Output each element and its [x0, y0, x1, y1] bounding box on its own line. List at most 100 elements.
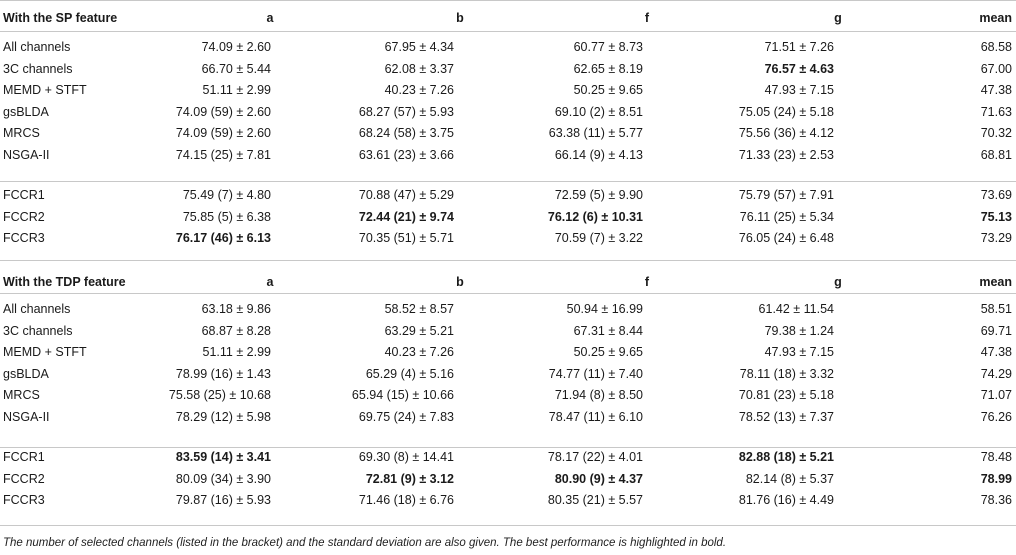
value-cell: 40.23 ± 7.26	[384, 83, 454, 98]
value-cell: 65.29 (4) ± 5.16	[365, 366, 454, 381]
mean-cell: 67.00	[980, 61, 1012, 76]
column-header: mean	[979, 275, 1012, 289]
value-cell: 80.35 (21) ± 5.57	[547, 493, 643, 508]
value-cell: 61.42 ± 11.54	[758, 302, 834, 316]
table-row: FCCR3 76.17 (46) ± 6.13 70.35 (51) ± 5.71 7…	[0, 227, 1016, 249]
table-rule	[0, 525, 1016, 526]
table-row: FCCR3 79.87 (16) ± 5.93 71.46 (18) ± 6.76 8…	[0, 489, 1016, 511]
value-cell: 70.59 (7) ± 3.22	[554, 231, 643, 246]
table-row: 3C channels 68.87 ± 8.28 63.29 ± 5.21 67.31…	[0, 320, 1016, 342]
table-footnote: The number of selected channels (listed …	[3, 537, 727, 549]
value-cell: 40.23 ± 7.26	[384, 345, 454, 360]
value-cell: 80.90 (9) ± 4.37	[554, 471, 643, 486]
value-cell: 66.14 (9) ± 4.13	[554, 148, 643, 162]
section-title: With the TDP feature	[3, 275, 126, 289]
table-rule	[0, 447, 1016, 448]
value-cell: 72.44 (21) ± 9.74	[358, 209, 454, 224]
value-cell: 76.17 (46) ± 6.13	[175, 231, 271, 246]
value-cell: 81.76 (16) ± 4.49	[738, 493, 834, 508]
value-cell: 75.56 (36) ± 4.12	[738, 126, 834, 141]
value-cell: 60.77 ± 8.73	[573, 40, 643, 54]
value-cell: 74.09 (59) ± 2.60	[175, 126, 271, 141]
table-row: All channels 63.18 ± 9.86 58.52 ± 8.57 50.9…	[0, 298, 1016, 320]
value-cell: 70.35 (51) ± 5.71	[358, 231, 454, 246]
value-cell: 63.38 (11) ± 5.77	[548, 126, 643, 141]
value-cell: 72.59 (5) ± 9.90	[554, 188, 643, 202]
value-cell: 70.88 (47) ± 5.29	[358, 188, 454, 202]
row-label: 3C channels	[3, 61, 73, 76]
column-header: f	[644, 11, 650, 25]
row-label: 3C channels	[3, 323, 73, 338]
table-row: 3C channels 66.70 ± 5.44 62.08 ± 3.37 62.65…	[0, 58, 1016, 80]
value-cell: 76.12 (6) ± 10.31	[547, 209, 643, 224]
row-label: FCCR2	[3, 471, 45, 486]
value-cell: 76.11 (25) ± 5.34	[739, 209, 834, 224]
value-cell: 75.49 (7) ± 4.80	[182, 188, 271, 202]
value-cell: 78.29 (12) ± 5.98	[175, 410, 271, 424]
mean-cell: 68.81	[980, 148, 1012, 162]
value-cell: 72.81 (9) ± 3.12	[365, 471, 454, 486]
row-label: FCCR2	[3, 209, 45, 224]
mean-cell: 58.51	[980, 302, 1012, 316]
table-row: MRCS 75.58 (25) ± 10.68 65.94 (15) ± 10.66…	[0, 384, 1016, 406]
row-label: FCCR1	[3, 450, 45, 464]
value-cell: 78.17 (22) ± 4.01	[547, 450, 643, 464]
mean-cell: 47.38	[980, 83, 1012, 98]
row-label: MRCS	[3, 388, 40, 403]
value-cell: 62.65 ± 8.19	[573, 61, 643, 76]
value-cell: 79.38 ± 1.24	[764, 323, 834, 338]
value-cell: 79.87 (16) ± 5.93	[175, 493, 271, 508]
value-cell: 78.52 (13) ± 7.37	[738, 410, 834, 424]
table-rule	[0, 181, 1016, 182]
value-cell: 65.94 (15) ± 10.66	[351, 388, 454, 403]
value-cell: 47.93 ± 7.15	[764, 83, 834, 98]
value-cell: 78.11 (18) ± 3.32	[739, 366, 834, 381]
mean-cell: 71.07	[980, 388, 1012, 403]
value-cell: 66.70 ± 5.44	[201, 61, 271, 76]
value-cell: 50.94 ± 16.99	[566, 302, 643, 316]
section-title: With the SP feature	[3, 11, 118, 25]
value-cell: 69.30 (8) ± 14.41	[358, 450, 454, 464]
column-header: b	[456, 11, 464, 25]
mean-cell: 78.36	[980, 493, 1012, 508]
value-cell: 75.79 (57) ± 7.91	[738, 188, 834, 202]
row-label: NSGA-II	[3, 148, 50, 162]
value-cell: 68.87 ± 8.28	[201, 323, 271, 338]
value-cell: 63.29 ± 5.21	[384, 323, 454, 338]
table-row: NSGA-II 74.15 (25) ± 7.81 63.61 (23) ± 3.6…	[0, 144, 1016, 166]
column-header: a	[266, 275, 274, 289]
value-cell: 76.57 ± 4.63	[764, 61, 834, 76]
value-cell: 74.09 ± 2.60	[201, 40, 271, 54]
value-cell: 67.31 ± 8.44	[573, 323, 643, 338]
column-header: b	[456, 275, 464, 289]
column-header: f	[644, 275, 650, 289]
value-cell: 75.85 (5) ± 6.38	[182, 209, 271, 224]
table-row: All channels 74.09 ± 2.60 67.95 ± 4.34 60.7…	[0, 36, 1016, 58]
mean-cell: 78.48	[980, 450, 1012, 464]
value-cell: 51.11 ± 2.99	[202, 345, 272, 360]
row-label: FCCR1	[3, 188, 45, 202]
value-cell: 78.99 (16) ± 1.43	[175, 366, 271, 381]
table-row: FCCR2 75.85 (5) ± 6.38 72.44 (21) ± 9.74 76…	[0, 206, 1016, 228]
column-header: a	[266, 11, 274, 25]
row-label: NSGA-II	[3, 410, 50, 424]
value-cell: 63.61 (23) ± 3.66	[358, 148, 454, 162]
table-row: gsBLDA 74.09 (59) ± 2.60 68.27 (57) ± 5.93…	[0, 101, 1016, 123]
table-row: gsBLDA 78.99 (16) ± 1.43 65.29 (4) ± 5.16 7…	[0, 363, 1016, 385]
table-row: NSGA-II 78.29 (12) ± 5.98 69.75 (24) ± 7.8…	[0, 406, 1016, 428]
value-cell: 68.27 (57) ± 5.93	[358, 104, 454, 119]
mean-cell: 70.32	[980, 126, 1012, 141]
table-rule	[0, 260, 1016, 261]
value-cell: 47.93 ± 7.15	[764, 345, 834, 360]
value-cell: 74.15 (25) ± 7.81	[175, 148, 271, 162]
table-row: FCCR2 80.09 (34) ± 3.90 72.81 (9) ± 3.12 80…	[0, 468, 1016, 490]
value-cell: 63.18 ± 9.86	[201, 302, 271, 316]
row-label: gsBLDA	[3, 104, 49, 119]
value-cell: 69.75 (24) ± 7.83	[358, 410, 454, 424]
table-row: FCCR1 83.59 (14) ± 3.41 69.30 (8) ± 14.41 7…	[0, 446, 1016, 468]
table-row: MRCS 74.09 (59) ± 2.60 68.24 (58) ± 3.75 63…	[0, 122, 1016, 144]
value-cell: 67.95 ± 4.34	[384, 40, 454, 54]
value-cell: 76.05 (24) ± 6.48	[738, 231, 834, 246]
mean-cell: 73.69	[980, 188, 1012, 202]
row-label: MEMD + STFT	[3, 83, 87, 98]
